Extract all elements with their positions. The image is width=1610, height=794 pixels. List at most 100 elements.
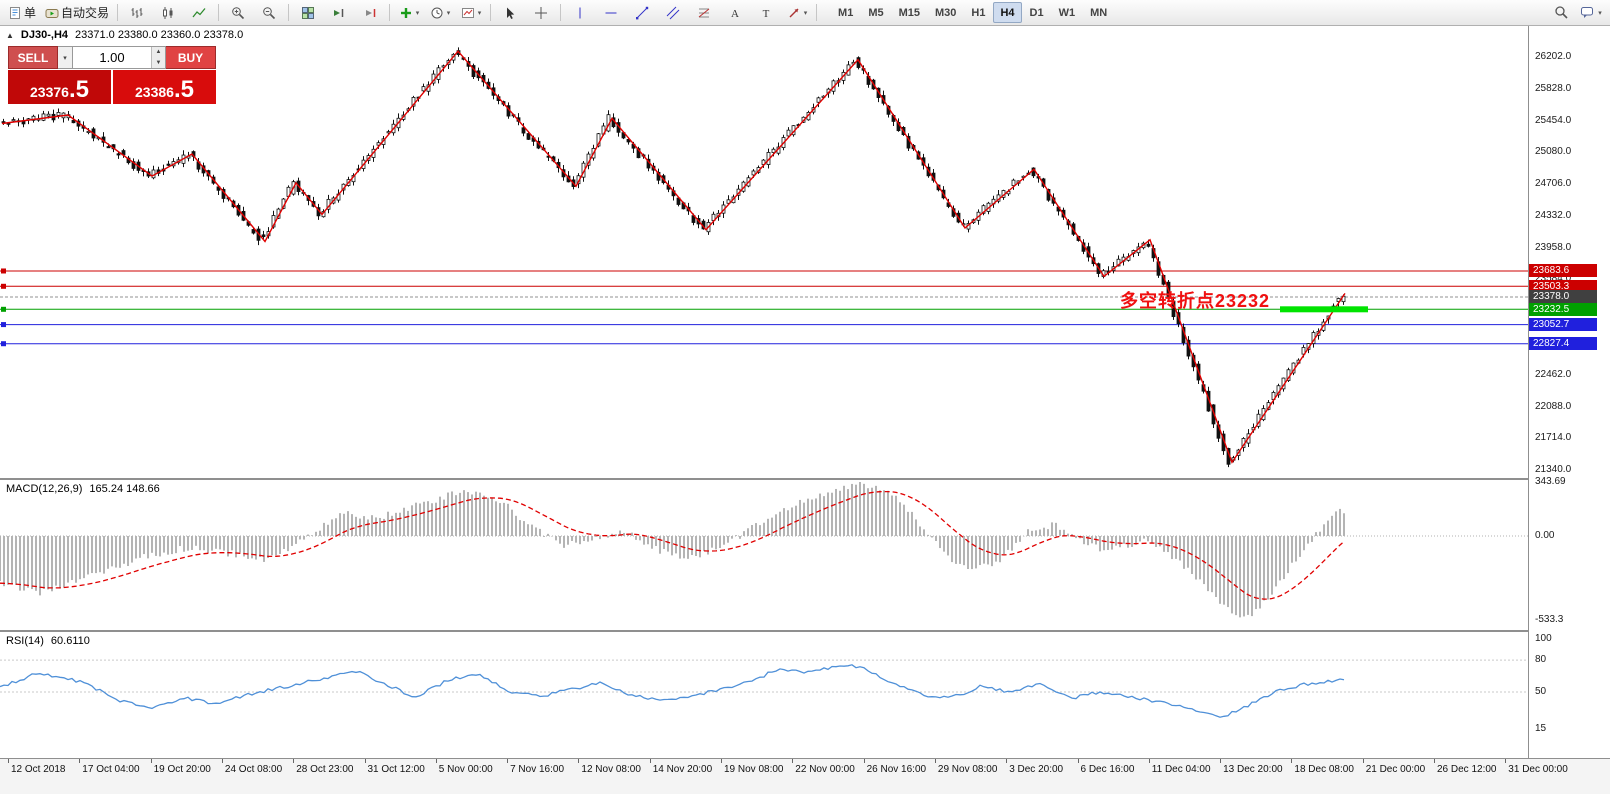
label-tool-icon: T xyxy=(763,8,770,20)
search-button[interactable] xyxy=(1546,2,1576,24)
axis-label: 22462.0 xyxy=(1535,368,1572,380)
buy-price-display[interactable]: 23386 .5 xyxy=(113,70,216,104)
time-label: 24 Oct 08:00 xyxy=(224,764,283,775)
zoom-out-icon xyxy=(263,6,276,19)
time-tick xyxy=(150,759,152,763)
toolbar-separator xyxy=(490,4,492,21)
text-tool-button[interactable]: A xyxy=(720,2,750,24)
tile-windows-button[interactable] xyxy=(293,2,323,24)
rsi-panel[interactable]: RSI(14) 60.6110 xyxy=(0,632,1528,757)
time-axis[interactable]: 12 Oct 2018 17 Oct 04:00 19 Oct 20:00 24 Oc… xyxy=(0,758,1610,794)
trendline-tool-button[interactable] xyxy=(627,2,657,24)
axis-label: 23584.0 xyxy=(1535,273,1571,285)
time-tick xyxy=(721,759,722,763)
chat-button[interactable]: ▾ xyxy=(1576,2,1606,24)
autotrading-button[interactable]: 自动交易 xyxy=(41,2,113,24)
time-label: 3 Dec 20:00 xyxy=(1009,764,1064,775)
arrows-tool-button[interactable]: ▾ xyxy=(782,2,812,24)
price-chart-canvas[interactable] xyxy=(0,26,1528,478)
channel-tool-button[interactable] xyxy=(658,2,688,24)
fibonacci-tool-button[interactable] xyxy=(689,2,719,24)
price-tag-support: 23052.7 xyxy=(1529,318,1597,332)
chart-text-annotation[interactable]: 多空转折点23232 xyxy=(1120,291,1271,312)
rsi-label: RSI(14) 60.6110 xyxy=(6,635,90,647)
price-axis[interactable]: 26202.0 25828.0 25454.0 25080.0 24706.0 24332… xyxy=(1528,26,1610,758)
sell-price-display[interactable]: 23376 .5 xyxy=(8,70,111,104)
vertical-line-tool-button[interactable] xyxy=(565,2,595,24)
line-anchor xyxy=(1,306,6,312)
bar-chart-icon xyxy=(131,7,143,18)
macd-canvas[interactable] xyxy=(0,480,1528,629)
time-label: 28 Oct 23:00 xyxy=(296,764,354,775)
macd-name: MACD(12,26,9) xyxy=(6,483,83,495)
price-chart-panel[interactable]: ▲ DJ30-,H4 23371.0 23380.0 23360.0 23378… xyxy=(0,26,1528,478)
stepper-up-icon[interactable]: ▲ xyxy=(152,47,165,58)
chevron-down-icon: ▾ xyxy=(477,9,482,17)
buy-price-main: 23386 xyxy=(135,84,174,100)
axis-label: 25454.0 xyxy=(1535,114,1572,126)
time-tick xyxy=(435,759,437,763)
timeframe-button-d1[interactable]: D1 xyxy=(1029,6,1044,19)
auto-scroll-button[interactable] xyxy=(324,2,354,24)
timeframe-button-h4[interactable]: H4 xyxy=(993,2,1022,23)
zoom-out-button[interactable] xyxy=(254,2,284,24)
time-label: 12 Nov 08:00 xyxy=(581,764,641,775)
line-chart-button[interactable] xyxy=(184,2,214,24)
sell-price-frac: .5 xyxy=(68,76,89,104)
time-tick xyxy=(1077,759,1079,763)
horizontal-line-tool-button[interactable] xyxy=(596,2,626,24)
timeframe-button-h1[interactable]: H1 xyxy=(971,6,986,19)
time-tick xyxy=(1148,759,1150,763)
chart-shift-button[interactable] xyxy=(355,2,385,24)
axis-label: 15 xyxy=(1535,723,1547,735)
timeframe-button-m1[interactable]: M1 xyxy=(838,6,854,19)
order-type-dropdown[interactable]: ▾ xyxy=(58,46,73,69)
time-tick xyxy=(1006,759,1008,763)
timeframe-button-m5[interactable]: M5 xyxy=(868,6,884,19)
timeframe-button-w1[interactable]: W1 xyxy=(1058,6,1076,19)
rsi-canvas[interactable] xyxy=(0,632,1528,757)
price-tag-pivot: 23232.5 xyxy=(1529,302,1597,316)
panel-divider[interactable] xyxy=(0,630,1610,632)
time-tick xyxy=(1434,759,1435,763)
collapse-icon[interactable]: ▲ xyxy=(6,30,14,40)
label-tool-button[interactable]: T xyxy=(751,2,781,24)
time-label: 13 Dec 20:00 xyxy=(1223,764,1283,775)
time-tick xyxy=(649,759,651,763)
candlestick-chart-icon xyxy=(163,6,173,19)
macd-panel[interactable]: MACD(12,26,9) 165.24 148.66 xyxy=(0,480,1528,629)
text-tool-icon: A xyxy=(731,8,739,20)
timeframe-button-mn[interactable]: MN xyxy=(1090,6,1108,19)
templates-button[interactable]: ▾ xyxy=(456,2,486,24)
time-tick xyxy=(221,759,223,763)
highlight-segment xyxy=(1280,306,1368,313)
trendline-icon xyxy=(636,6,649,19)
periods-button[interactable]: ▾ xyxy=(425,2,455,24)
panel-divider[interactable] xyxy=(0,478,1610,480)
svg-text:T: T xyxy=(763,8,770,20)
cursor-tool-button[interactable] xyxy=(495,2,525,24)
timeframe-button-m30[interactable]: M30 xyxy=(935,6,957,19)
timeframe-button-m15[interactable]: M15 xyxy=(898,6,920,19)
volume-field[interactable]: 1.00 ▲ ▼ xyxy=(73,46,166,69)
zoom-in-button[interactable] xyxy=(223,2,253,24)
chevron-down-icon: ▾ xyxy=(63,54,67,62)
add-indicator-button[interactable]: ▾ xyxy=(394,2,424,24)
chevron-down-icon: ▾ xyxy=(446,9,451,17)
sell-button[interactable]: SELL xyxy=(8,46,58,69)
time-tick xyxy=(792,759,794,763)
axis-label: 50 xyxy=(1535,686,1547,697)
time-label: 31 Oct 12:00 xyxy=(367,764,425,775)
candlestick-chart-button[interactable] xyxy=(153,2,183,24)
chart-symbol-timeframe: DJ30-,H4 xyxy=(20,29,68,41)
crosshair-tool-button[interactable] xyxy=(526,2,556,24)
chevron-down-icon: ▾ xyxy=(415,9,420,17)
stepper-down-icon[interactable]: ▼ xyxy=(152,57,165,68)
auto-scroll-icon xyxy=(334,8,344,17)
rsi-value: 60.6110 xyxy=(50,635,90,647)
axis-label: 25080.0 xyxy=(1535,146,1572,158)
buy-button[interactable]: BUY xyxy=(166,46,216,69)
cursor-icon xyxy=(507,7,515,19)
new-order-button[interactable]: 单 xyxy=(4,2,40,24)
bar-chart-button[interactable] xyxy=(122,2,152,24)
